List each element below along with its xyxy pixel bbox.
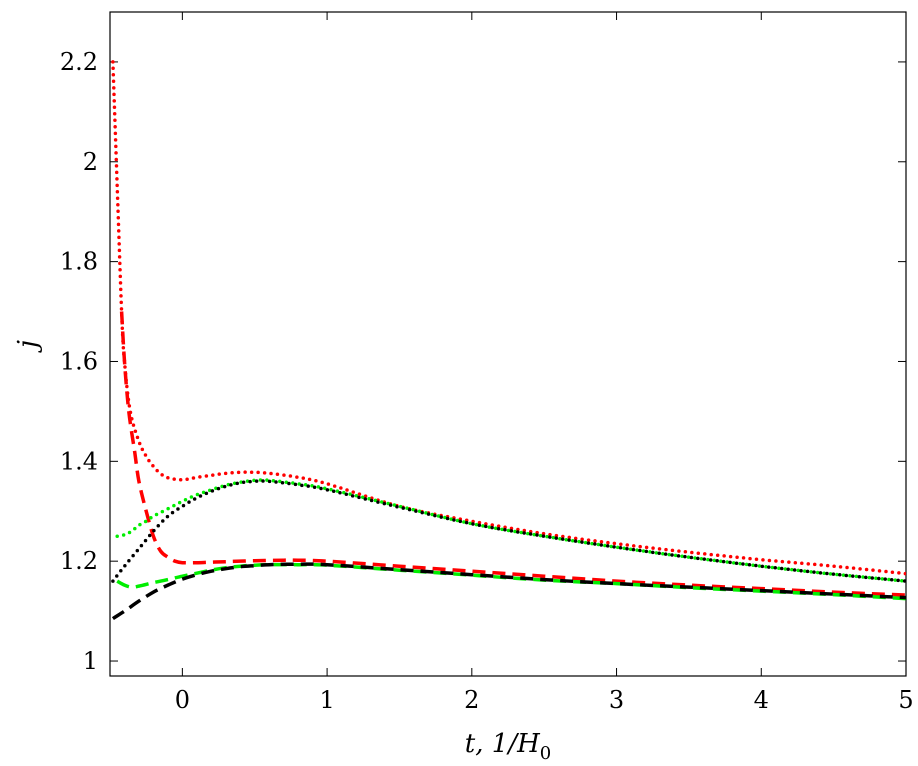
series-line-1	[111, 60, 906, 576]
axis-ticks	[110, 12, 907, 676]
y-tick-label: 2.2	[60, 48, 98, 76]
x-tick-label: 1	[319, 686, 334, 714]
series-line-6	[111, 562, 906, 621]
series-line-4	[111, 479, 906, 583]
series-line-2	[119, 311, 906, 597]
x-tick-label: 0	[175, 686, 190, 714]
y-tick-label: 1.8	[60, 248, 98, 276]
series-line-3	[115, 478, 906, 583]
x-tick-label: 3	[609, 686, 624, 714]
series-layer	[111, 60, 906, 621]
x-axis-label: t, 1/H0	[465, 729, 551, 764]
plot-area-frame	[109, 11, 907, 677]
y-tick-label: 2	[83, 148, 98, 176]
y-tick-label: 1	[83, 647, 98, 675]
series-line-5	[116, 562, 906, 601]
x-tick-label: 4	[754, 686, 769, 714]
x-tick-label: 5	[898, 686, 913, 714]
y-axis-label: j	[13, 340, 43, 353]
x-tick-label: 2	[464, 686, 479, 714]
y-tick-label: 1.2	[60, 547, 98, 575]
y-tick-label: 1.6	[60, 347, 98, 375]
tick-labels: 0 1 2 3 4 5 1 1.2 1.4 1.6 1.8 2 2.2	[60, 48, 914, 714]
y-tick-label: 1.4	[60, 447, 98, 475]
